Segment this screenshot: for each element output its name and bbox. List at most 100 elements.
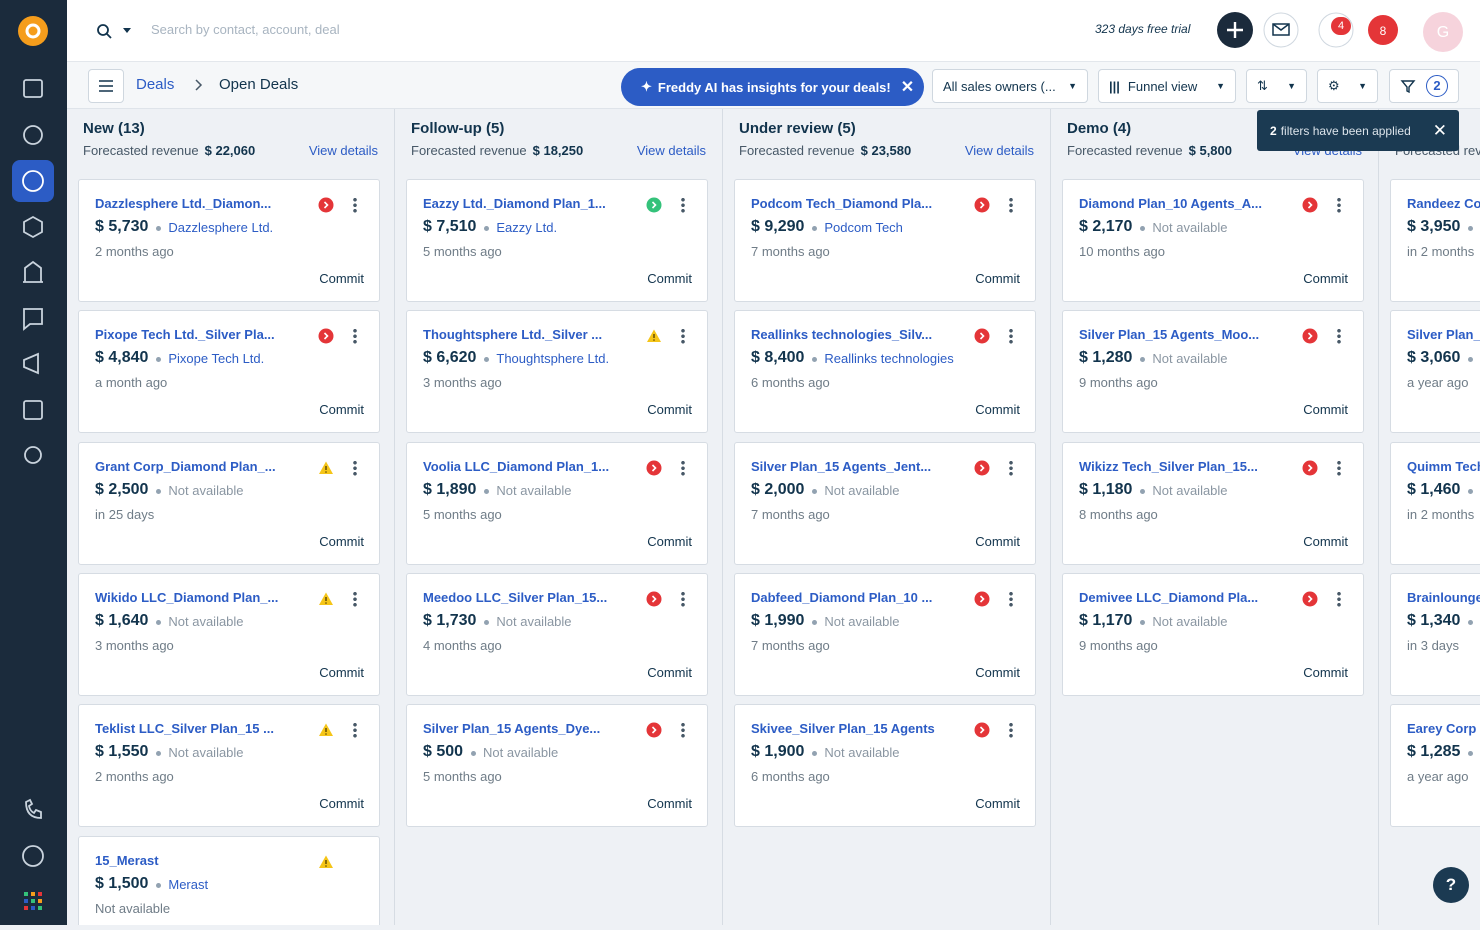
- card-menu[interactable]: [681, 722, 685, 739]
- deal-company[interactable]: Dazzlesphere Ltd.: [168, 220, 274, 235]
- card-menu[interactable]: [1009, 722, 1013, 739]
- view-dropdown[interactable]: ||| Funnel view ▼: [1098, 69, 1236, 103]
- deal-title[interactable]: Quimm Tech: [1407, 458, 1480, 474]
- accounts-icon[interactable]: [23, 260, 43, 283]
- close-tooltip[interactable]: ✕: [1432, 120, 1447, 140]
- deal-title[interactable]: Silver Plan_15 Agents_Jent...: [751, 458, 932, 474]
- deal-company[interactable]: Pixope Tech Ltd.: [168, 351, 265, 367]
- deal-title[interactable]: Meedoo LLC_Silver Plan_15...: [423, 589, 608, 605]
- apps-icon[interactable]: [24, 892, 42, 910]
- card-menu[interactable]: [353, 197, 357, 213]
- deal-title[interactable]: Diamond Plan_10 Agents_A...: [1079, 196, 1263, 211]
- deal-company[interactable]: Reallinks technologies: [824, 351, 954, 367]
- deal-title[interactable]: Silver Plan_15 Agents_Moo...: [1079, 327, 1260, 343]
- deal-card[interactable]: Voolia LLC_Diamond Plan_1... $ 1,890 Not a…: [406, 441, 708, 565]
- deal-company[interactable]: Podcom Tech: [824, 220, 903, 235]
- card-menu[interactable]: [353, 328, 357, 345]
- card-menu[interactable]: [1337, 590, 1341, 607]
- settings-icon[interactable]: [24, 446, 42, 464]
- card-menu[interactable]: [353, 590, 357, 607]
- breadcrumb-link[interactable]: Deals: [136, 76, 175, 93]
- deal-card[interactable]: Thoughtsphere Ltd._Silver ... $ 6,620 Thou…: [406, 310, 708, 434]
- deal-card[interactable]: Grant Corp_Diamond Plan_... $ 2,500 Not av…: [78, 441, 380, 565]
- deal-card[interactable]: Earey Corp $ 1,285 a year ago: [1390, 704, 1480, 828]
- card-menu[interactable]: [1337, 328, 1341, 345]
- products-icon[interactable]: [23, 215, 43, 239]
- close-banner[interactable]: ✕: [900, 79, 915, 96]
- deal-title[interactable]: Voolia LLC_Diamond Plan_1...: [423, 458, 610, 474]
- help-button[interactable]: ?: [1433, 867, 1469, 903]
- deal-card[interactable]: Silver Plan_15 Agents_Jent... $ 2,000 Not …: [734, 441, 1036, 565]
- deal-title[interactable]: Wikido LLC_Diamond Plan_...: [95, 589, 279, 605]
- card-menu[interactable]: [1009, 459, 1013, 476]
- card-menu[interactable]: [681, 590, 685, 607]
- deals-tab[interactable]: [12, 160, 54, 202]
- search-input[interactable]: Search by contact, account, deal: [151, 22, 340, 37]
- avatar[interactable]: [1423, 12, 1463, 52]
- card-menu[interactable]: [1337, 197, 1341, 213]
- deal-card[interactable]: Wikizz Tech_Silver Plan_15... $ 1,180 Not …: [1062, 441, 1364, 565]
- card-menu[interactable]: [681, 459, 685, 476]
- calendar-icon[interactable]: [23, 79, 43, 98]
- deal-title[interactable]: Demivee LLC_Diamond Pla...: [1079, 589, 1259, 605]
- deal-card[interactable]: Meedoo LLC_Silver Plan_15... $ 1,730 Not a…: [406, 572, 708, 696]
- deal-title[interactable]: Brainlounge: [1407, 589, 1480, 605]
- deal-title[interactable]: 15_Merast: [95, 852, 159, 868]
- deal-title[interactable]: Randeez Co: [1407, 196, 1480, 211]
- deal-title[interactable]: Eazzy Ltd._Diamond Plan_1...: [423, 196, 606, 211]
- deal-card[interactable]: Randeez Co $ 3,950 in 2 months: [1390, 179, 1480, 302]
- messages-icon[interactable]: [22, 845, 44, 867]
- deal-card[interactable]: Wikido LLC_Diamond Plan_... $ 1,640 Not av…: [78, 572, 380, 696]
- deal-card[interactable]: Silver Plan_1 $ 3,060 a year ago: [1390, 310, 1480, 434]
- deal-title[interactable]: Skivee_Silver Plan_15 Agents: [751, 721, 935, 737]
- card-menu[interactable]: [1009, 197, 1013, 213]
- deal-card[interactable]: Diamond Plan_10 Agents_A... $ 2,170 Not av…: [1062, 179, 1364, 302]
- contacts-icon[interactable]: [23, 125, 43, 145]
- deal-company[interactable]: Eazzy Ltd.: [496, 220, 558, 235]
- reports-icon[interactable]: [23, 400, 43, 420]
- card-menu[interactable]: [681, 328, 685, 345]
- card-menu[interactable]: [1009, 328, 1013, 345]
- toggle-menu[interactable]: [88, 69, 124, 103]
- card-menu[interactable]: [353, 459, 357, 476]
- deal-title[interactable]: Dabfeed_Diamond Plan_10 ...: [751, 589, 933, 605]
- deal-title[interactable]: Thoughtsphere Ltd._Silver ...: [423, 327, 603, 343]
- card-menu[interactable]: [1337, 459, 1341, 476]
- view-details-link[interactable]: View details: [636, 143, 706, 158]
- card-menu[interactable]: [1009, 590, 1013, 607]
- view-details-link[interactable]: View details: [964, 143, 1034, 158]
- deal-card[interactable]: Pixope Tech Ltd._Silver Pla... $ 4,840 Pix…: [78, 310, 380, 434]
- deal-title[interactable]: Grant Corp_Diamond Plan_...: [95, 458, 276, 474]
- deal-title[interactable]: Dazzlesphere Ltd._Diamon...: [95, 196, 272, 211]
- deal-card[interactable]: Teklist LLC_Silver Plan_15 ... $ 1,550 Not…: [78, 704, 380, 828]
- deal-card[interactable]: Skivee_Silver Plan_15 Agents $ 1,900 Not a…: [734, 704, 1036, 828]
- alerts-button[interactable]: [1368, 15, 1398, 45]
- deal-title[interactable]: Silver Plan_1: [1407, 327, 1480, 343]
- deal-title[interactable]: Reallinks technologies_Silv...: [751, 327, 933, 343]
- card-menu[interactable]: [681, 197, 685, 213]
- deal-title[interactable]: Pixope Tech Ltd._Silver Pla...: [95, 327, 275, 343]
- deal-card[interactable]: Silver Plan_15 Agents_Dye... $ 500 Not ava…: [406, 704, 708, 828]
- search-icon[interactable]: [95, 22, 135, 42]
- deal-card[interactable]: Dabfeed_Diamond Plan_10 ... $ 1,990 Not av…: [734, 572, 1036, 696]
- deal-card[interactable]: 15_Merast $ 1,500 Merast Not available: [78, 835, 380, 925]
- ai-banner[interactable]: ✦ Freddy AI has insights for your deals! …: [621, 68, 924, 106]
- deal-card[interactable]: Dazzlesphere Ltd._Diamon... $ 5,730 Dazzle…: [78, 179, 380, 302]
- deal-card[interactable]: Quimm Tech $ 1,460 in 2 months: [1390, 441, 1480, 565]
- deal-card[interactable]: Silver Plan_15 Agents_Moo... $ 1,280 Not a…: [1062, 310, 1364, 434]
- view-details-link[interactable]: View details: [308, 143, 378, 158]
- deal-card[interactable]: Reallinks technologies_Silv... $ 8,400 Rea…: [734, 310, 1036, 434]
- deal-company[interactable]: Merast: [168, 876, 209, 892]
- filter-button[interactable]: 2: [1389, 69, 1459, 103]
- deal-title[interactable]: Wikizz Tech_Silver Plan_15...: [1079, 458, 1258, 474]
- sort-button[interactable]: ⇅ ▼: [1246, 69, 1307, 103]
- deal-title[interactable]: Earey Corp: [1407, 721, 1477, 737]
- card-menu[interactable]: [353, 722, 357, 739]
- campaigns-icon[interactable]: [23, 352, 39, 375]
- deal-card[interactable]: Brainlounge $ 1,340 in 3 days: [1390, 572, 1480, 696]
- owner-dropdown[interactable]: All sales owners (... ▼: [932, 69, 1088, 103]
- deal-card[interactable]: Eazzy Ltd._Diamond Plan_1... $ 7,510 Eazzy…: [406, 179, 708, 302]
- deal-title[interactable]: Podcom Tech_Diamond Pla...: [751, 196, 933, 211]
- phone-icon[interactable]: [25, 798, 42, 819]
- deal-card[interactable]: Podcom Tech_Diamond Pla... $ 9,290 Podcom …: [734, 179, 1036, 302]
